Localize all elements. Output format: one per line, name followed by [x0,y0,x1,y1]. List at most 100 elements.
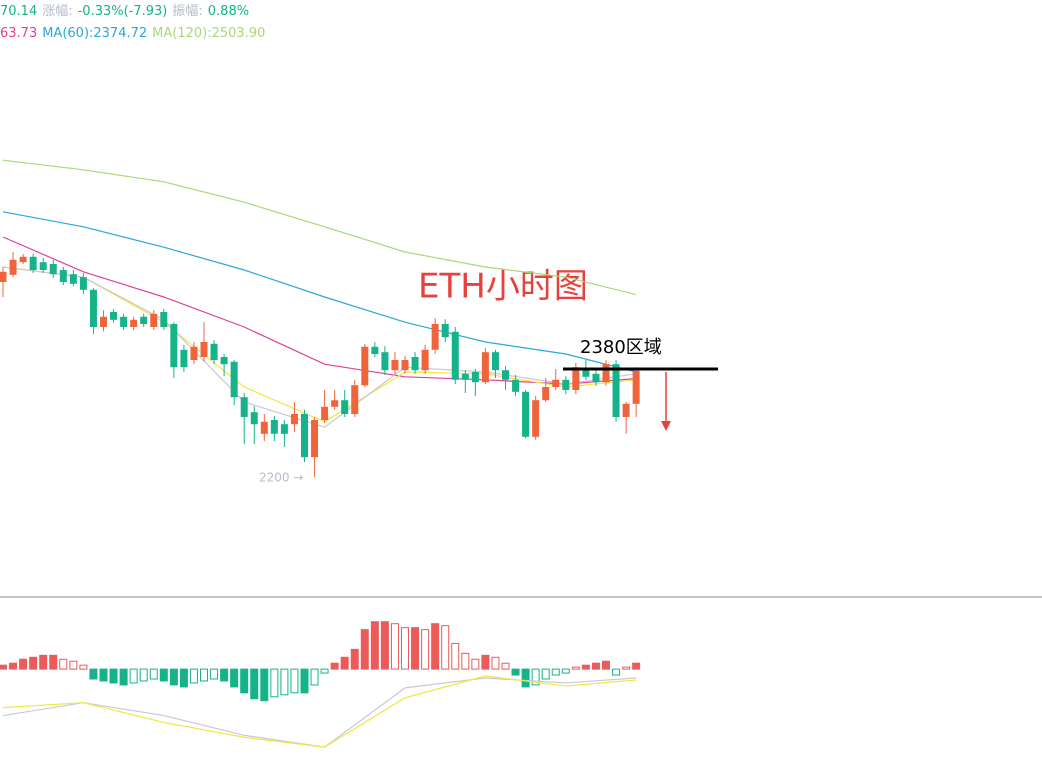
candle-body [59,270,67,282]
macd-bar [250,668,259,700]
candle-body [582,370,590,377]
header-item: MA(120):2503.90 [152,26,265,41]
candle-body [411,357,419,371]
candle-body [502,370,509,380]
candle-body [89,289,97,327]
macd-bar [390,623,399,670]
macd-bar [622,666,631,670]
macd-bar [69,660,78,670]
candle-body [491,352,499,371]
candle-body [301,414,308,458]
candle-body [451,331,459,380]
macd-bar [260,668,269,702]
macd-bar [159,668,168,682]
candle-body [280,424,288,434]
macd-bar [49,654,58,670]
macd-bar [59,658,68,670]
candle-body [351,385,359,414]
macd-bar [169,668,178,686]
candle-body [150,313,158,327]
macd-bar [39,654,48,670]
macd-bar [441,625,450,670]
macd-bar [571,666,580,670]
candle-body [622,403,630,417]
macd-bar [280,668,289,696]
macd-bar [501,662,510,670]
macd-bar [89,668,98,680]
candle-body [471,372,479,383]
candle-body [220,357,228,365]
low-label: 2200 → [259,471,303,485]
candle-body [391,360,399,371]
candle-body [49,264,57,275]
macd-bar [431,623,440,670]
header-item: 63.73 [0,26,37,41]
candle-body [512,379,520,392]
candle-body [230,361,238,398]
macd-bar [602,660,610,670]
header-item: 涨幅: [42,4,72,19]
candle-body [441,324,449,338]
macd-bar [310,668,319,686]
candle-body [160,312,168,327]
macd-bar [360,629,369,670]
candle-body [311,420,319,458]
macd-bar [29,656,38,670]
candle-body [321,406,329,420]
candle-body [461,373,469,380]
candle-body [170,324,178,368]
macd-bar [370,621,379,670]
header-item: 70.14 [0,4,37,19]
candle-body [361,346,369,386]
candle-body [9,259,17,275]
macd-bar [551,668,560,676]
macd-bar [129,668,138,684]
candle-body [200,342,208,357]
candle-body [210,343,218,360]
candle-body [592,373,600,383]
chart-title: ETH小时图 [418,267,588,307]
candle-body [120,316,128,327]
macd-bar [290,668,299,694]
candle-body [180,349,188,368]
arrow-head [661,421,671,431]
macd-bar [491,656,500,670]
macd-bar [270,668,279,698]
header-item: 0.88% [208,4,249,19]
candle-body [341,400,349,414]
macd-bar [421,629,430,670]
candle-body [632,370,640,404]
macd-bar [19,658,28,670]
header-line: 63.73 MA(60):2374.72 MA(120):2503.90 [0,26,265,41]
ma-line [2,266,637,428]
candle-body [481,352,489,383]
candle-body [110,312,118,320]
header-line: 70.14 涨幅: -0.33%(-7.93) 振幅: 0.88% [0,4,249,19]
macd-bar [350,648,359,670]
macd-line [2,677,637,748]
macd-bar [79,664,88,670]
macd-bar [230,668,239,688]
candle-body [331,400,339,407]
header-item: MA(60):2374.72 [42,26,147,41]
macd-bar [210,668,219,680]
macd-bar [340,656,349,670]
candle-body [190,346,198,360]
candle-body [260,421,268,434]
macd-bar [139,668,148,682]
candle-body [39,262,47,270]
macd-bar [511,668,520,676]
candle-body [140,316,148,324]
ma-line [2,211,637,373]
candle-body [130,319,138,327]
macd-bar [632,662,641,670]
macd-bar [109,668,118,684]
macd-bar [220,668,229,682]
macd-bar [240,668,249,694]
candle-body [602,364,610,383]
candle-body [270,420,278,434]
macd-bar [300,668,309,694]
macd-bar [541,668,550,680]
macd-bar [451,642,460,670]
